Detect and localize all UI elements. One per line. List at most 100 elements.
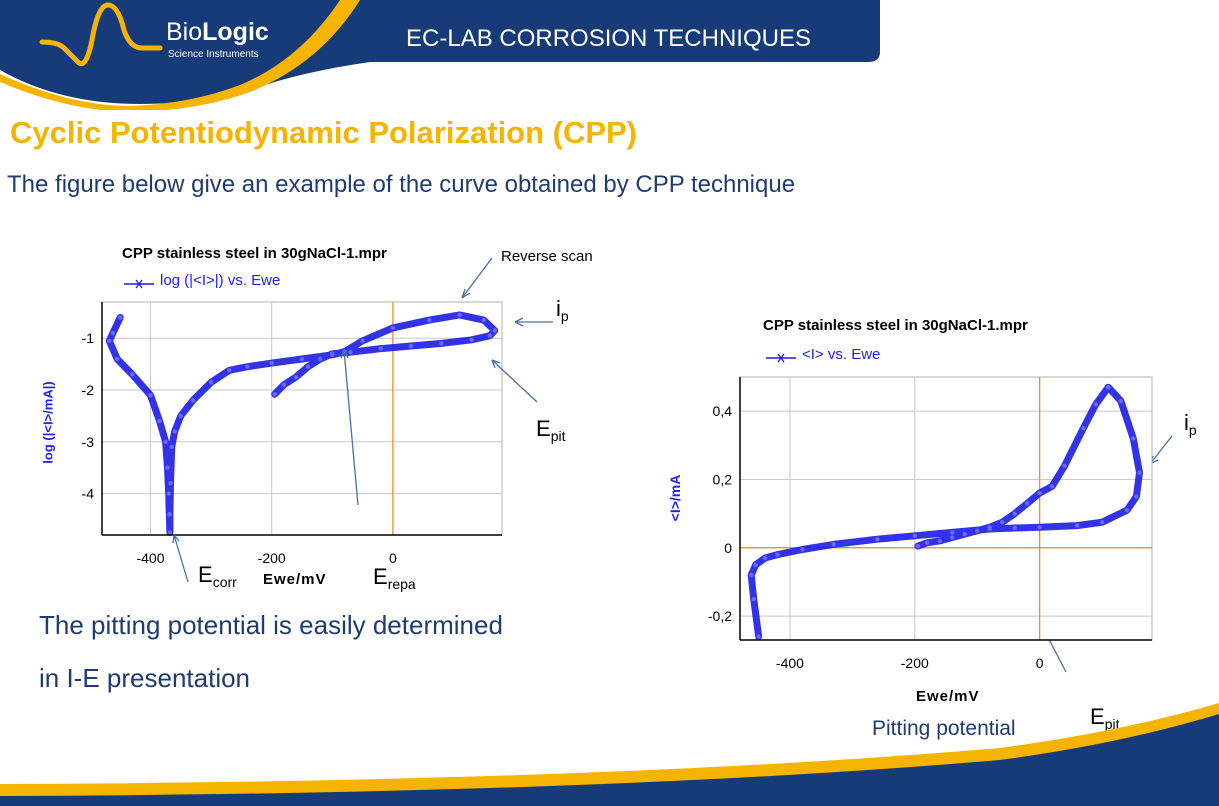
- chart1-ylabel-wrap: log (|<I>/mA|): [38, 360, 58, 490]
- data-point: [950, 530, 955, 535]
- data-point: [439, 341, 444, 346]
- data-point: [227, 368, 232, 373]
- data-point: [912, 533, 917, 539]
- y-tick-label: -2: [82, 382, 95, 398]
- data-point: [1124, 508, 1130, 513]
- data-point: [168, 481, 173, 486]
- chart2-title: CPP stainless steel in 30gNaCl-1.mpr: [763, 317, 1028, 334]
- x-tick-label: 0: [389, 550, 397, 566]
- data-point: [1106, 385, 1111, 390]
- chart1-legend: log (|<I>|) vs. Ewe: [124, 272, 280, 289]
- data-point: [1012, 511, 1017, 516]
- data-point: [269, 360, 274, 366]
- data-point: [130, 372, 135, 377]
- data-point: [800, 547, 805, 552]
- data-point: [390, 325, 396, 331]
- data-point: [114, 356, 120, 362]
- reverse-scan-label: Reverse scan: [501, 248, 593, 265]
- data-point: [457, 312, 462, 318]
- data-point: [962, 531, 967, 537]
- chart2-ylabel-wrap: <I>/mA: [665, 445, 685, 555]
- data-point: [208, 380, 214, 385]
- chart2-legend-label: <I> vs. Ewe: [802, 346, 881, 363]
- y-tick-label: 0,4: [713, 403, 733, 419]
- chart2-xlabel: Ewe/mV: [916, 688, 980, 705]
- y-tick-label: -4: [82, 486, 95, 502]
- data-point: [937, 538, 942, 544]
- data-point: [487, 333, 493, 338]
- erepa-label: Erepa: [373, 564, 416, 592]
- chart2-epit-label: Epit: [1090, 704, 1120, 732]
- chart1-plot: -400 -200 0 -1 -2 -3 -4: [82, 301, 503, 566]
- chart2-legend: <I> vs. Ewe: [766, 346, 880, 363]
- chart2-ylabel: <I>/mA: [667, 474, 683, 522]
- data-point: [342, 349, 347, 354]
- header-banner: [0, 0, 880, 110]
- data-point: [481, 317, 487, 323]
- x-tick-label: -400: [776, 655, 804, 670]
- data-point: [875, 537, 880, 542]
- data-point: [293, 374, 299, 380]
- y-tick-label: -1: [82, 330, 95, 346]
- data-point: [157, 418, 162, 424]
- data-point: [317, 356, 323, 362]
- data-point: [348, 350, 353, 355]
- data-point: [272, 391, 277, 397]
- data-point: [169, 444, 174, 450]
- data-point: [117, 315, 123, 320]
- x-tick-label: -200: [901, 655, 929, 670]
- data-point: [378, 346, 383, 351]
- data-point: [987, 525, 992, 530]
- biologic-logo-icon: [39, 2, 163, 67]
- data-point: [1012, 525, 1017, 531]
- data-point: [751, 596, 756, 602]
- data-point: [110, 330, 116, 336]
- data-point: [166, 491, 171, 496]
- chart2-axes: -400 -200 0 0,4 0,2 0 -0,2: [708, 377, 1152, 670]
- data-point: [190, 398, 196, 403]
- chart2-plot: -400 -200 0 0,4 0,2 0 -0,2: [708, 376, 1153, 670]
- ecorr-label: Ecorr: [198, 562, 237, 590]
- data-point: [1074, 523, 1080, 528]
- data-point: [950, 535, 955, 540]
- chart2-ip-label: ip: [1184, 410, 1197, 438]
- y-tick-label: 0,2: [713, 471, 733, 487]
- data-point: [975, 528, 980, 533]
- data-point: [245, 364, 250, 369]
- data-point: [999, 519, 1005, 525]
- pitting-potential-label: Pitting potential: [872, 717, 1016, 740]
- page-title: Cyclic Potentiodynamic Polarization (CPP…: [10, 115, 638, 150]
- data-point: [1037, 490, 1042, 496]
- legend-marker-icon: [124, 276, 154, 289]
- data-point: [148, 393, 153, 398]
- data-point: [469, 337, 474, 342]
- chart1-legend-label: log (|<I>|) vs. Ewe: [160, 272, 281, 289]
- data-point: [1024, 501, 1030, 506]
- chart1-series: [105, 311, 499, 536]
- data-point: [492, 328, 497, 333]
- chart1-axes: -400 -200 0 -1 -2 -3 -4: [82, 302, 502, 566]
- data-point: [1093, 402, 1099, 407]
- data-point: [281, 382, 287, 388]
- section-title: EC-LAB CORROSION TECHNIQUES: [406, 25, 811, 52]
- y-tick-label: 0: [724, 540, 732, 556]
- data-point: [756, 634, 761, 639]
- data-point: [1099, 519, 1105, 525]
- brand-name: BioLogic: [166, 18, 269, 46]
- data-point: [1134, 494, 1139, 499]
- data-point: [1131, 436, 1136, 441]
- chart1-xlabel: Ewe/mV: [263, 571, 327, 588]
- data-point: [1062, 463, 1067, 469]
- footer-swoosh: [0, 703, 1219, 806]
- data-point: [107, 338, 112, 344]
- data-point: [915, 543, 921, 549]
- x-tick-label: -200: [258, 550, 286, 566]
- data-point: [305, 364, 311, 369]
- data-point: [775, 552, 780, 557]
- data-point: [1137, 470, 1142, 475]
- x-tick-label: 0: [1036, 655, 1044, 670]
- data-point: [1037, 525, 1042, 530]
- chart1-epit-label: Epit: [536, 416, 566, 444]
- data-point: [167, 512, 173, 517]
- data-point: [360, 338, 365, 344]
